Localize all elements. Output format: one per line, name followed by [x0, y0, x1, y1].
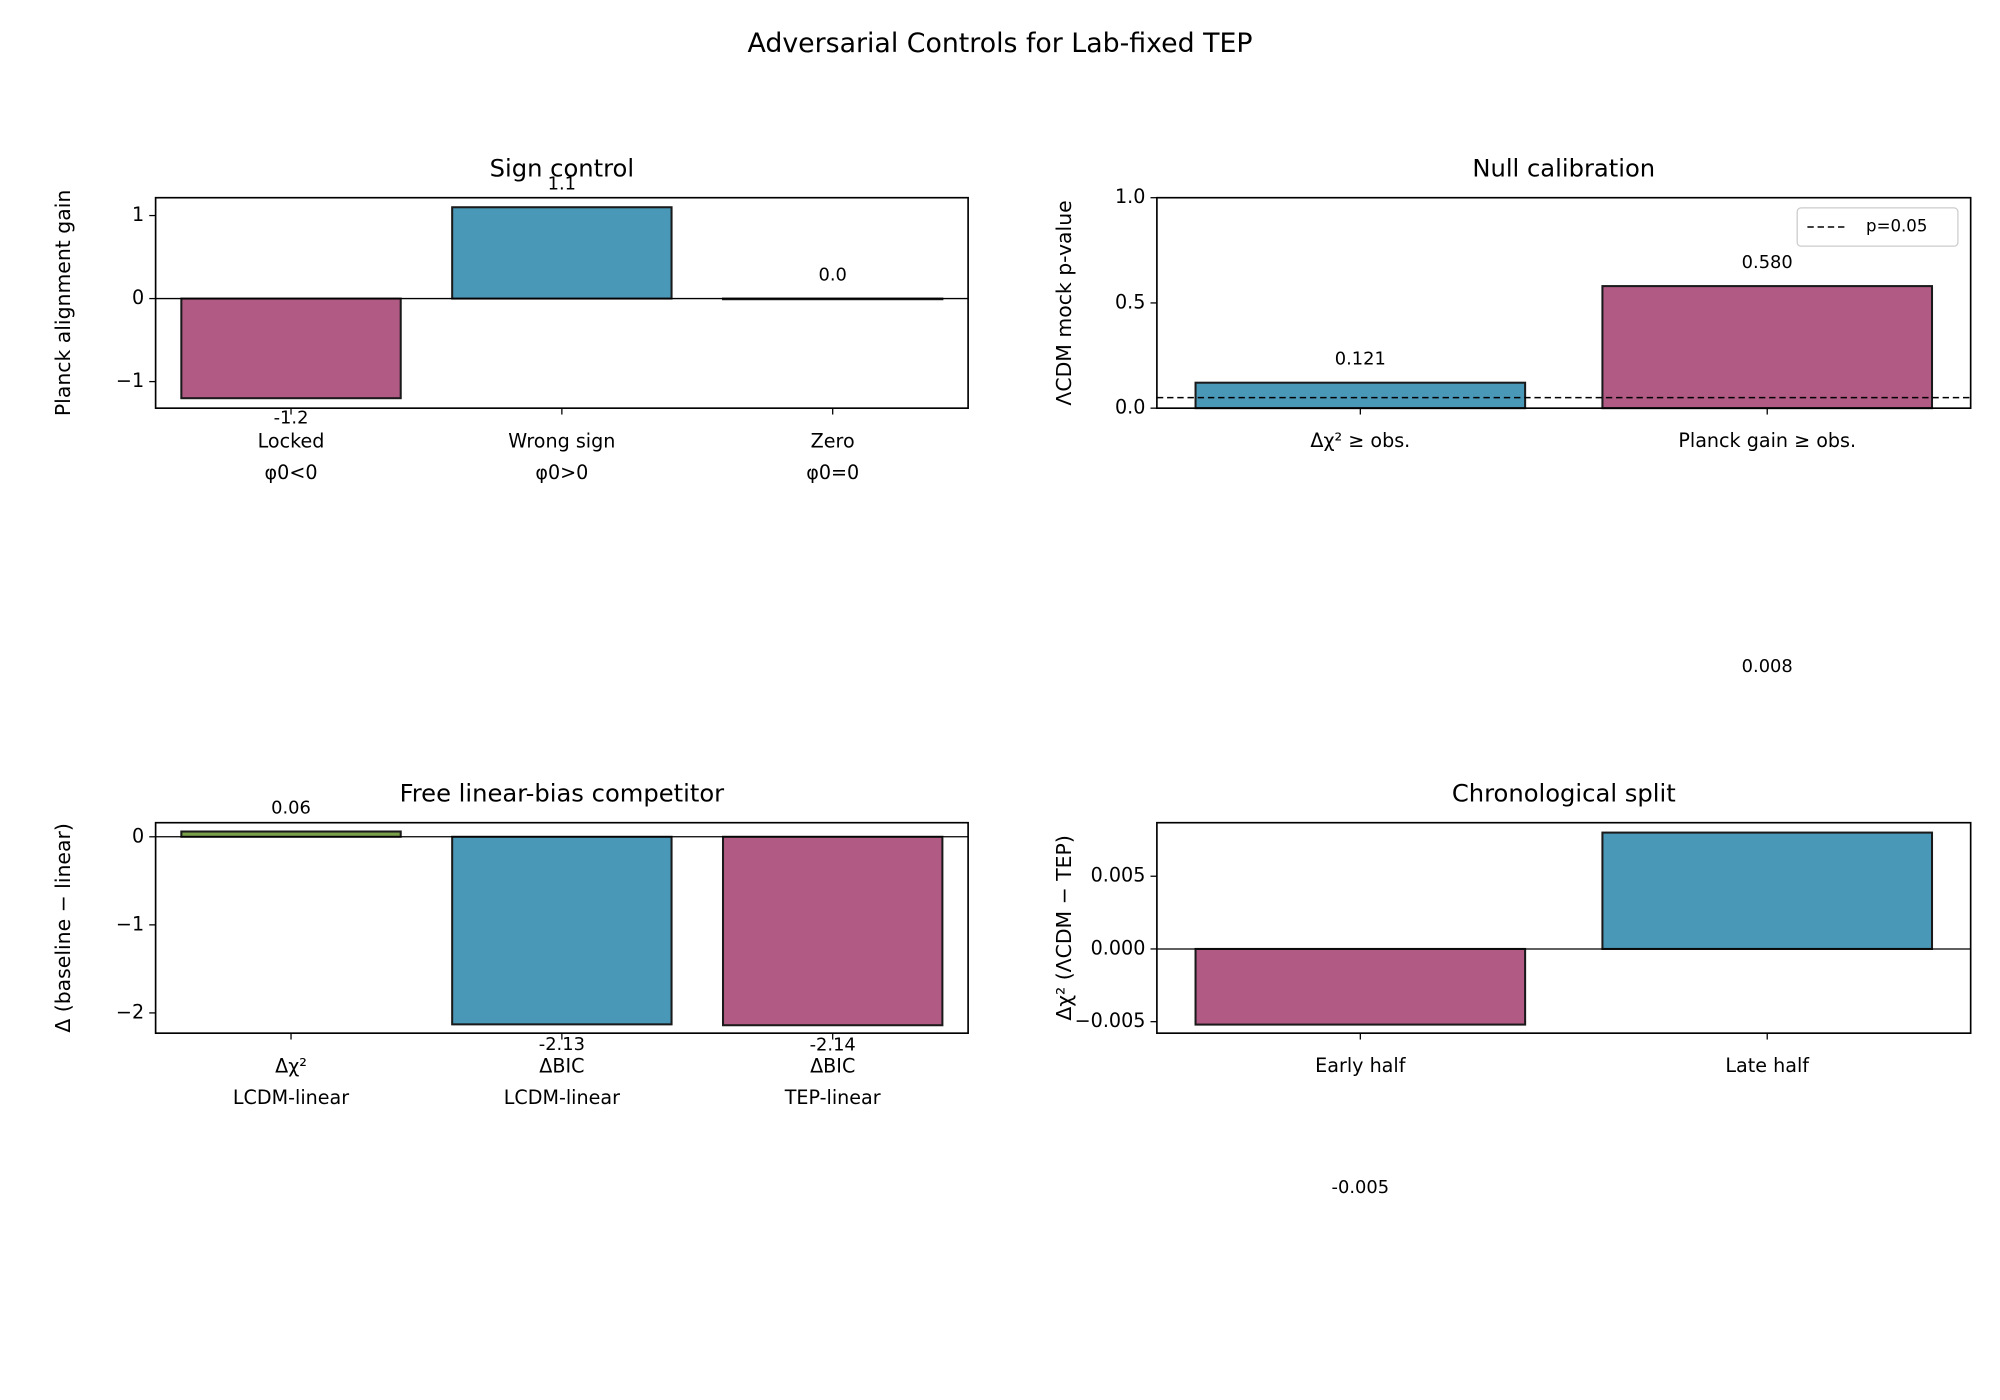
value-label: -1.2 — [274, 408, 309, 429]
bar — [1194, 381, 1527, 410]
axes-frame — [1156, 821, 1972, 1034]
value-label: 0.06 — [271, 798, 311, 819]
legend-box — [1796, 207, 1959, 247]
x-tick-label: ΔBIC TEP-linear — [784, 1054, 881, 1109]
y-tick-label: 0.000 — [1091, 936, 1146, 959]
y-axis-label: Δχ² (ΛCDM − TEP) — [1052, 835, 1076, 1020]
legend-label: p=0.05 — [1866, 217, 1927, 236]
x-tick-label: ΔBIC LCDM-linear — [504, 1054, 620, 1109]
y-tick-label: 0.005 — [1091, 864, 1146, 887]
axes-frame — [1156, 196, 1972, 409]
x-tick-label: Late half — [1725, 1054, 1810, 1077]
subplot-title: Null calibration — [1472, 155, 1655, 183]
x-tick-label: Δχ² ≥ obs. — [1310, 429, 1410, 452]
value-label: -0.005 — [1332, 1177, 1390, 1198]
value-label: 0.580 — [1742, 252, 1793, 273]
bar — [451, 206, 673, 300]
bar — [1194, 947, 1527, 1026]
y-tick-label: 0 — [132, 286, 144, 309]
value-label: 1.1 — [548, 173, 576, 194]
y-tick-label: 0 — [132, 824, 144, 847]
x-tick-label: Planck gain ≥ obs. — [1678, 429, 1856, 452]
axes-frame — [154, 821, 969, 1034]
subplot-title: Sign control — [490, 155, 634, 183]
y-tick-label: 0.5 — [1115, 290, 1145, 313]
y-tick-label: 0.0 — [1115, 396, 1145, 419]
x-tick-label: Δχ² LCDM-linear — [233, 1054, 349, 1109]
bar — [1601, 285, 1934, 410]
axes-frame — [154, 196, 969, 409]
value-label: -2.13 — [539, 1034, 585, 1055]
x-tick-label: Zero φ0=0 — [806, 429, 859, 484]
bar — [451, 835, 673, 1026]
y-tick-label: −2 — [116, 1000, 144, 1023]
bar — [180, 297, 402, 400]
x-tick-label: Early half — [1315, 1054, 1407, 1077]
subplot-title: Free linear-bias competitor — [400, 780, 725, 808]
y-axis-label: ΛCDM mock p-value — [1052, 200, 1076, 405]
figure-title: Adversarial Controls for Lab-fixed TEP — [748, 28, 1253, 59]
bar — [180, 830, 402, 838]
value-label: 0.121 — [1335, 349, 1386, 370]
y-axis-label: Planck alignment gain — [51, 190, 75, 416]
y-tick-label: −1 — [116, 369, 144, 392]
y-tick-label: −0.005 — [1075, 1009, 1146, 1032]
y-tick-label: 1 — [132, 203, 144, 226]
subplot-title: Chronological split — [1452, 780, 1676, 808]
y-axis-label: Δ (baseline − linear) — [51, 823, 75, 1032]
x-tick-label: Wrong sign φ0>0 — [508, 429, 615, 484]
x-tick-label: Locked φ0<0 — [258, 429, 325, 484]
value-label: 0.008 — [1742, 656, 1793, 677]
bar — [1601, 831, 1934, 950]
value-label: 0.0 — [819, 265, 847, 286]
value-label: -2.14 — [810, 1035, 856, 1056]
bar — [721, 835, 944, 1027]
y-tick-label: 1.0 — [1115, 185, 1145, 208]
y-tick-label: −1 — [116, 912, 144, 935]
